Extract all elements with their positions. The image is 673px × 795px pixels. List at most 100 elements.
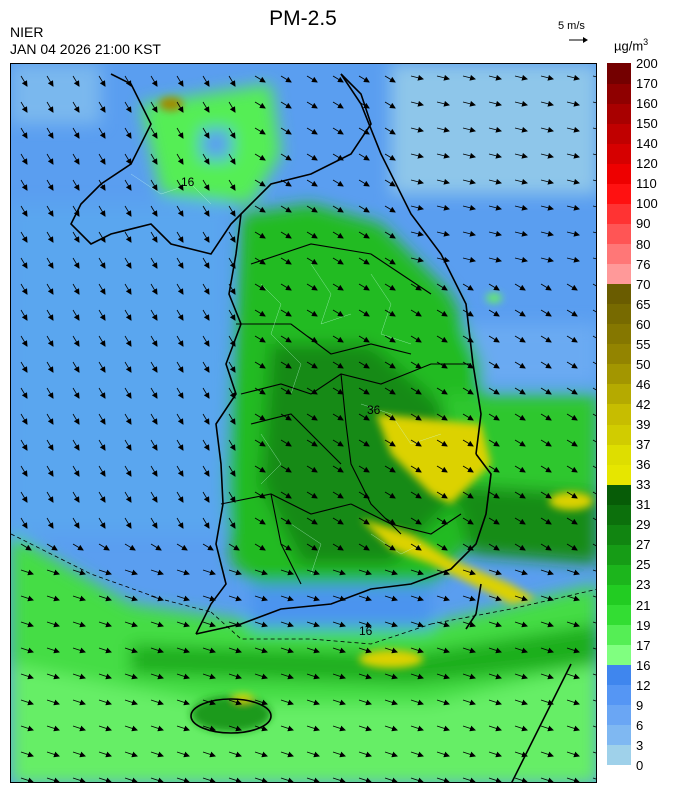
wind-arrow-icon bbox=[436, 204, 450, 211]
wind-arrow-icon bbox=[488, 413, 500, 421]
wind-arrow-icon bbox=[332, 751, 346, 758]
wind-arrow-icon bbox=[124, 465, 132, 477]
wind-arrow-icon bbox=[540, 335, 552, 343]
wind-arrow-icon bbox=[488, 725, 502, 732]
wind-arrow-icon bbox=[72, 413, 80, 425]
wind-arrow-icon bbox=[436, 569, 450, 576]
wind-arrow-icon bbox=[462, 621, 476, 628]
wind-arrow-icon bbox=[436, 465, 448, 473]
wind-arrow-icon bbox=[98, 465, 106, 477]
wind-arrow-icon bbox=[124, 751, 138, 758]
wind-arrow-icon bbox=[228, 335, 236, 347]
wind-arrow-icon bbox=[228, 127, 236, 139]
wind-arrow-icon bbox=[410, 725, 424, 732]
wind-arrow-icon bbox=[540, 699, 554, 706]
wind-arrow-icon bbox=[98, 699, 112, 706]
wind-arrow-icon bbox=[228, 517, 236, 529]
wind-arrow-icon bbox=[540, 751, 554, 758]
wind-arrow-icon bbox=[280, 621, 294, 628]
wind-arrow-icon bbox=[514, 413, 526, 421]
wind-arrow-icon bbox=[566, 647, 580, 654]
wind-arrow-icon bbox=[280, 465, 292, 473]
wind-arrow-icon bbox=[592, 439, 596, 443]
wind-arrow-icon bbox=[46, 283, 54, 295]
wind-arrow-icon bbox=[384, 257, 396, 265]
wind-arrow-icon bbox=[20, 751, 34, 758]
wind-arrow-icon bbox=[124, 179, 132, 191]
wind-arrow-icon bbox=[202, 179, 210, 191]
wind-arrow-icon bbox=[150, 673, 164, 680]
wind-arrow-icon bbox=[566, 699, 580, 706]
high-pm-yellow-area-3 bbox=[359, 650, 423, 668]
wind-arrow-icon bbox=[280, 647, 294, 654]
wind-arrow-icon bbox=[592, 751, 596, 754]
wind-arrow-icon bbox=[462, 465, 474, 473]
wind-arrow-icon bbox=[566, 595, 580, 602]
wind-arrow-icon bbox=[462, 491, 474, 499]
wind-arrow-icon bbox=[358, 361, 370, 369]
legend-swatch bbox=[607, 163, 631, 184]
wind-arrow-icon bbox=[72, 127, 80, 139]
wind-arrow-icon bbox=[98, 257, 106, 269]
wind-arrow-icon bbox=[280, 725, 294, 732]
wind-arrow-icon bbox=[72, 621, 86, 628]
wind-arrow-icon bbox=[228, 309, 236, 321]
coastline-north bbox=[70, 73, 372, 255]
wind-arrow-icon bbox=[176, 439, 184, 451]
wind-arrow-icon bbox=[358, 283, 370, 291]
wind-arrow-icon bbox=[410, 335, 422, 343]
wind-arrow-icon bbox=[540, 178, 554, 185]
wind-arrow-icon bbox=[514, 751, 528, 758]
wind-arrow-icon bbox=[150, 543, 162, 551]
wind-arrow-icon bbox=[124, 205, 132, 217]
wind-arrow-icon bbox=[514, 178, 528, 185]
wind-arrow-icon bbox=[488, 465, 500, 473]
legend-label: 120 bbox=[636, 156, 658, 172]
wind-arrow-icon bbox=[358, 205, 370, 213]
wind-arrow-icon bbox=[46, 621, 60, 628]
wind-arrow-icon bbox=[514, 595, 528, 602]
wind-arrow-icon bbox=[176, 673, 190, 680]
wind-arrow-icon bbox=[72, 335, 80, 347]
wind-arrow-icon bbox=[124, 335, 132, 347]
legend-label: 70 bbox=[636, 276, 651, 292]
wind-arrow-icon bbox=[254, 647, 268, 654]
wind-arrow-icon bbox=[150, 283, 158, 295]
wind-arrow-icon bbox=[410, 152, 424, 159]
wind-arrow-icon bbox=[46, 491, 54, 503]
wind-arrow-icon bbox=[46, 569, 60, 576]
wind-arrow-icon bbox=[514, 361, 526, 369]
wind-arrow-icon bbox=[462, 439, 474, 447]
wind-arrow-icon bbox=[98, 673, 112, 680]
wind-arrow-icon bbox=[306, 725, 320, 732]
wind-arrow-icon bbox=[592, 101, 596, 104]
wind-arrow-icon bbox=[176, 647, 190, 654]
wind-arrow-icon bbox=[202, 387, 210, 399]
wind-arrow-icon bbox=[280, 543, 292, 551]
wind-arrow-icon bbox=[462, 413, 474, 421]
wind-arrow-icon bbox=[436, 621, 450, 628]
wind-arrow-icon bbox=[332, 179, 344, 187]
wind-arrow-icon bbox=[124, 517, 132, 529]
wind-arrow-icon bbox=[254, 257, 266, 265]
wind-arrow-icon bbox=[358, 257, 370, 265]
wind-arrow-icon bbox=[124, 777, 138, 782]
wind-arrow-icon bbox=[98, 283, 106, 295]
wind-arrow-icon bbox=[20, 101, 28, 113]
wind-arrow-icon bbox=[592, 413, 596, 417]
wind-arrow-icon bbox=[566, 309, 578, 317]
legend-swatch bbox=[607, 323, 631, 345]
wind-arrow-icon bbox=[280, 699, 294, 706]
wind-arrow-icon bbox=[124, 309, 132, 321]
wind-arrow-icon bbox=[540, 204, 554, 211]
coastline-west bbox=[195, 213, 242, 635]
wind-arrow-icon bbox=[384, 75, 396, 83]
legend-swatch bbox=[607, 183, 631, 204]
wind-arrow-icon bbox=[488, 517, 500, 525]
wind-arrow-icon bbox=[540, 361, 552, 369]
legend-label: 39 bbox=[636, 417, 651, 433]
wind-arrow-icon bbox=[410, 413, 422, 421]
wind-arrow-icon bbox=[150, 465, 158, 477]
wind-arrow-icon bbox=[540, 621, 554, 628]
wind-arrow-icon bbox=[384, 517, 396, 525]
